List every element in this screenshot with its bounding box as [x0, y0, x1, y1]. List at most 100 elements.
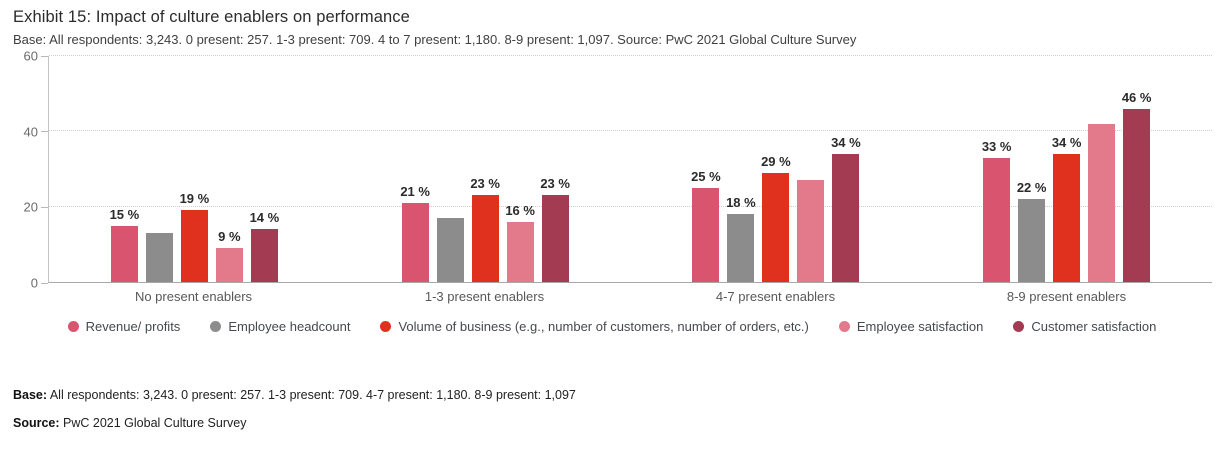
bar-wrap: 9 % [215, 56, 243, 282]
bar [1123, 108, 1151, 282]
bar-group: 21 % 23 % 16 % 23 % [340, 56, 631, 282]
bar-wrap: 15 % [110, 56, 139, 282]
legend-item: Customer satisfaction [1013, 319, 1156, 334]
bar-value-label: 23 % [540, 176, 570, 192]
bar-value-label: 14 % [249, 210, 280, 226]
bar-wrap: 46 % [1121, 56, 1152, 282]
legend-dot-icon [380, 321, 392, 332]
bar-wrap: 14 % [249, 56, 280, 282]
bar-group: 15 % 19 % 9 % 14 % [49, 56, 340, 282]
bar [436, 217, 464, 282]
legend-dot-icon [210, 321, 222, 332]
chart-subtitle: Base: All respondents: 3,243. 0 present:… [13, 32, 857, 47]
legend-label: Volume of business (e.g., number of cust… [398, 319, 809, 334]
gridline [49, 55, 1212, 56]
y-axis: 0 20 40 60 [0, 49, 48, 291]
bar [180, 210, 208, 282]
bar-wrap: 16 % [505, 56, 535, 282]
bar-value-label: 21 % [400, 183, 430, 199]
bar-value-label: 9 % [218, 229, 241, 245]
x-axis-category-label: 1-3 present enablers [424, 289, 545, 304]
chart-legend: Revenue/ profits Employee headcount Volume… [0, 319, 1224, 334]
gridline [49, 205, 1212, 207]
y-tick-mark [41, 55, 48, 57]
bar-wrap: 34 % [831, 56, 861, 282]
legend-label: Employee satisfaction [856, 319, 984, 334]
bar [250, 229, 278, 282]
x-axis-labels: No present enablers 1-3 present enablers 4… [48, 289, 1224, 304]
bar [110, 225, 138, 282]
bar-wrap: 21 % [400, 56, 430, 282]
bar-wrap [797, 56, 825, 282]
legend-item: Revenue/ profits [67, 319, 181, 334]
bar-wrap [436, 56, 464, 282]
legend-label: Employee headcount [228, 319, 351, 334]
bar [1053, 153, 1081, 282]
bar [1018, 199, 1046, 282]
bar-value-label: 34 % [831, 134, 861, 150]
chart-footnotes: Base: All respondents: 3,243. 0 present:… [13, 388, 1224, 430]
bar-group: 25 % 18 % 29 % 34 % [631, 56, 922, 282]
legend-dot-icon [838, 321, 850, 332]
bar-value-label: 46 % [1121, 89, 1152, 105]
source-note: Source: PwC 2021 Global Culture Survey [13, 416, 1224, 430]
bar-chart: 0 20 40 60 15 % 19 % 9 % 14 % 21 % 23 % 16 % 23 % 2… [0, 49, 1224, 291]
bar [541, 195, 569, 282]
bar-wrap: 18 % [726, 56, 756, 282]
bar-value-label: 16 % [505, 202, 535, 218]
bar-wrap: 33 % [981, 56, 1012, 282]
bar-wrap: 22 % [1016, 56, 1047, 282]
source-note-text: PwC 2021 Global Culture Survey [59, 416, 247, 430]
legend-item: Employee headcount [210, 319, 350, 334]
x-axis-category-label: No present enablers [134, 289, 253, 304]
bar [401, 202, 429, 282]
bar-wrap [145, 56, 173, 282]
bar-value-label: 19 % [179, 191, 210, 207]
bar [762, 172, 790, 282]
bar-wrap: 23 % [470, 56, 500, 282]
bar-value-label: 25 % [691, 168, 721, 184]
bar-value-label: 33 % [981, 138, 1012, 154]
plot-area: 15 % 19 % 9 % 14 % 21 % 23 % 16 % 23 % 25 % 18 % 2… [48, 55, 1212, 283]
y-tick-mark [41, 282, 48, 284]
base-note: Base: All respondents: 3,243. 0 present:… [13, 388, 1224, 402]
bar-value-label: 18 % [726, 195, 756, 211]
bar [145, 233, 173, 282]
base-note-label: Base: [13, 388, 48, 402]
legend-item: Volume of business (e.g., number of cust… [380, 319, 809, 334]
base-note-text: All respondents: 3,243. 0 present: 257. … [47, 388, 576, 402]
chart-title: Exhibit 15: Impact of culture enablers o… [13, 8, 410, 26]
bar-group: 33 % 22 % 34 % 46 % [921, 56, 1212, 282]
bar-value-label: 22 % [1016, 180, 1047, 196]
bar-wrap: 23 % [540, 56, 570, 282]
bar-value-label: 23 % [470, 176, 500, 192]
y-tick-mark [41, 206, 48, 208]
legend-label: Revenue/ profits [85, 319, 181, 334]
bar [692, 187, 720, 282]
y-tick-mark [41, 131, 48, 133]
legend-dot-icon [67, 321, 79, 332]
bar-wrap: 19 % [179, 56, 210, 282]
bar [506, 221, 534, 282]
legend-label: Customer satisfaction [1031, 319, 1157, 334]
y-tick-label: 20 [23, 199, 38, 215]
chart-header: Exhibit 15: Impact of culture enablers o… [0, 0, 1224, 47]
bar-wrap: 34 % [1051, 56, 1082, 282]
bar-wrap: 29 % [761, 56, 791, 282]
bar-wrap: 25 % [691, 56, 721, 282]
gridline [49, 130, 1212, 132]
bar [797, 180, 825, 282]
source-note-label: Source: [13, 416, 60, 430]
x-axis-category-label: 8-9 present enablers [1006, 289, 1127, 304]
bar-wrap [1088, 56, 1116, 282]
y-tick-label: 0 [30, 275, 38, 291]
bar [983, 157, 1011, 282]
bar-value-label: 34 % [1051, 134, 1082, 150]
bar-value-label: 29 % [761, 153, 791, 169]
y-tick-label: 60 [23, 48, 38, 64]
y-tick-label: 40 [23, 124, 38, 140]
bar [471, 195, 499, 282]
bar [215, 248, 243, 282]
bar [1088, 123, 1116, 282]
